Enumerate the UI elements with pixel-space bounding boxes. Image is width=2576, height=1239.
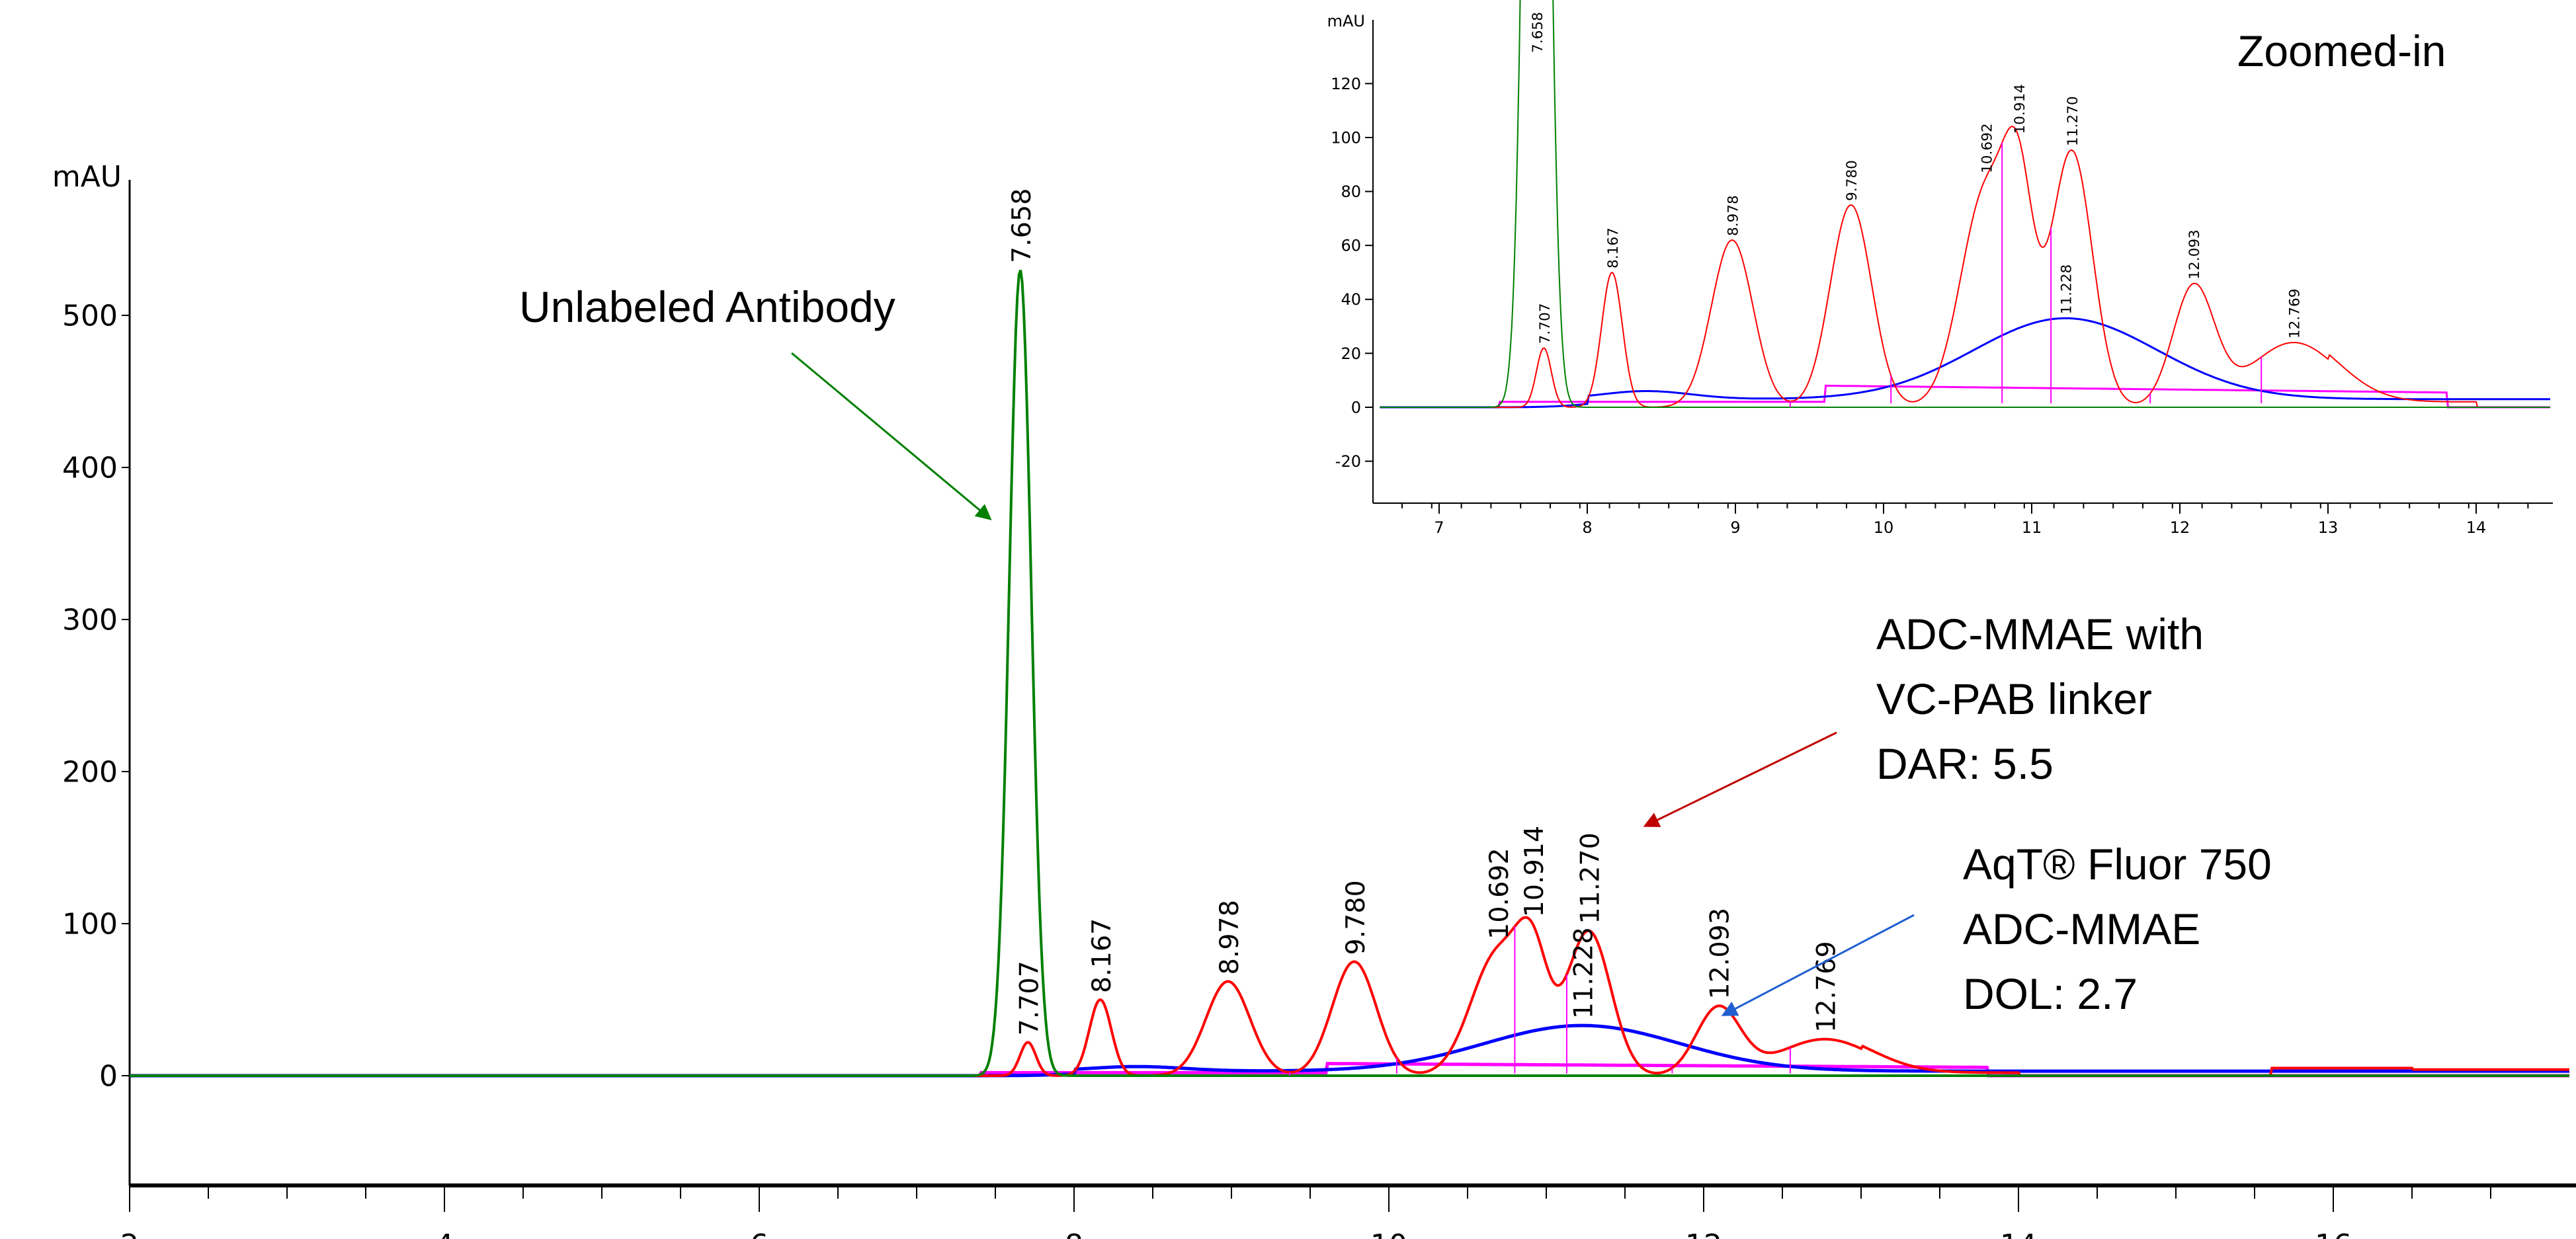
main-peak-label: 10.692 (1484, 848, 1515, 939)
inset-blue-trace (1380, 317, 2550, 409)
inset-peak-label: 8.167 (1605, 227, 1622, 268)
aqt-line-1: AqT® Fluor 750 (1963, 840, 2272, 889)
main-peak-label: 11.228 (1569, 928, 1599, 1019)
inset-y-tick-label: 40 (1341, 290, 1361, 309)
inset-y-axis-label: mAU (1327, 12, 1365, 30)
main-x-tick-label: 2 (120, 1228, 139, 1239)
main-peak-label: 7.707 (1015, 961, 1045, 1035)
inset-y-tick-label: 20 (1341, 344, 1361, 363)
inset-x-tick-label: 7 (1434, 518, 1444, 537)
main-peak-label: 8.167 (1087, 918, 1117, 993)
inset-y-tick-label: 0 (1351, 398, 1361, 417)
main-y-tick-label: 300 (62, 603, 118, 637)
inset-y-tick-label: -20 (1335, 452, 1361, 471)
adc-arrow (1643, 731, 1837, 827)
inset-magenta-baseline-trace (1380, 384, 2550, 409)
main-y-axis-label: mAU (52, 160, 122, 194)
inset-peak-label: 7.658 (1530, 12, 1546, 53)
inset-green-trace (1380, 0, 2550, 408)
adc-mmae-label: ADC-MMAE with VC-PAB linker DAR: 5.5 (1876, 602, 2204, 796)
main-x-tick-label: 14 (2000, 1228, 2037, 1239)
inset-y-tick-label: 120 (1331, 75, 1361, 93)
main-x-tick-label: 12 (1685, 1228, 1722, 1239)
inset-y-tick-label: 80 (1341, 182, 1361, 201)
main-plot-area (130, 269, 2569, 1078)
main-peak-label: 8.978 (1214, 900, 1245, 975)
inset-peak-label: 12.093 (2186, 229, 2203, 280)
zoomed-in-label: Zoomed-in (2237, 26, 2446, 75)
inset-y-tick-label: 60 (1341, 237, 1361, 255)
inset-x-tick-label: 12 (2170, 518, 2190, 537)
main-x-tick-label: 8 (1065, 1228, 1083, 1239)
inset-x-tick-label: 10 (1874, 518, 1894, 537)
inset-y-tick-label: 100 (1331, 128, 1361, 147)
aqt-arrow (1721, 914, 1915, 1016)
main-peak-label: 7.658 (1007, 188, 1037, 263)
main-peak-label: 10.914 (1519, 826, 1550, 918)
adc-line-2: VC-PAB linker (1876, 674, 2152, 723)
inset-peak-label: 11.228 (2058, 264, 2075, 315)
aqt-fluor-label: AqT® Fluor 750 ADC-MMAE DOL: 2.7 (1963, 832, 2272, 1026)
inset-peak-label: 10.692 (1979, 123, 1995, 173)
main-blue-trace (130, 1023, 2569, 1078)
inset-x-tick-label: 13 (2318, 518, 2339, 537)
inset-plot-area (1380, 0, 2550, 409)
main-y-tick-label: 500 (62, 299, 118, 333)
inset-peak-label: 12.769 (2287, 289, 2304, 339)
inset-x-tick-label: 14 (2466, 518, 2487, 537)
inset-peak-label: 8.978 (1725, 195, 1741, 236)
main-peak-label: 12.093 (1705, 908, 1735, 1000)
inset-x-tick-label: 9 (1730, 518, 1740, 537)
adc-line-3: DAR: 5.5 (1876, 739, 2054, 788)
main-y-tick-label: 0 (99, 1059, 118, 1093)
main-peak-label: 9.780 (1341, 880, 1371, 955)
inset-x-tick-label: 8 (1582, 518, 1592, 537)
main-green-trace (130, 269, 2569, 1077)
main-x-tick-label: 16 (2315, 1228, 2352, 1239)
main-x-tick-label: 6 (750, 1228, 769, 1239)
main-y-tick-label: 400 (62, 451, 118, 485)
unlabeled-arrow (791, 352, 992, 520)
main-y-tick-label: 200 (62, 755, 118, 789)
aqt-line-2: ADC-MMAE (1963, 904, 2201, 953)
main-peak-label: 11.270 (1575, 832, 1606, 924)
inset-x-tick-label: 11 (2022, 518, 2042, 537)
unlabeled-antibody-label: Unlabeled Antibody (519, 282, 895, 331)
main-x-tick-label: 10 (1370, 1228, 1407, 1239)
inset-peak-label: 11.270 (2065, 96, 2081, 146)
adc-line-1: ADC-MMAE with (1876, 610, 2204, 659)
main-x-tick-label: 4 (435, 1228, 454, 1239)
main-x-axis-label: m (2572, 1228, 2576, 1239)
inset-red-trace (1380, 126, 2550, 408)
inset-peak-label: 7.707 (1537, 303, 1554, 344)
main-y-tick-label: 100 (62, 907, 118, 941)
inset-peak-label: 10.914 (2012, 84, 2028, 134)
inset-peak-label: 9.780 (1844, 160, 1860, 201)
aqt-line-3: DOL: 2.7 (1963, 969, 2138, 1018)
